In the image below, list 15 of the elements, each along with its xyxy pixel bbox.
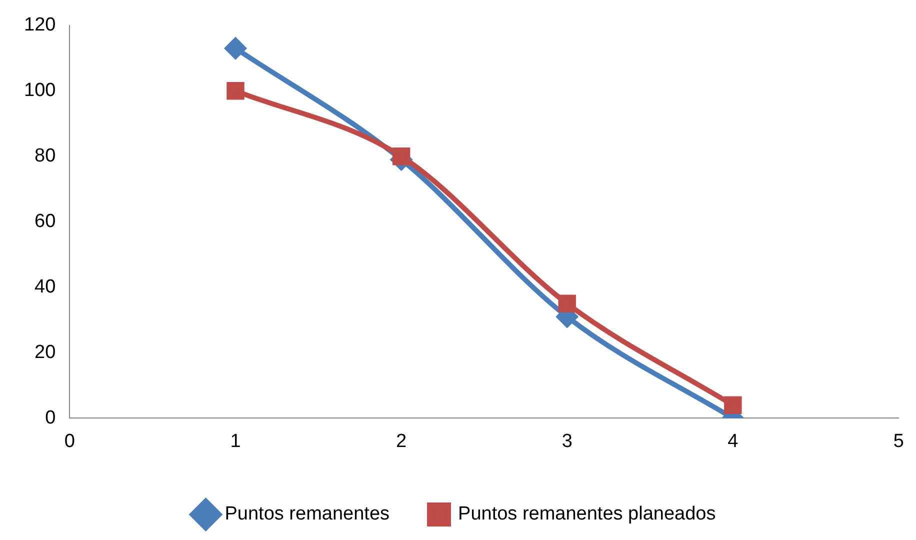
y-tick-label: 120 bbox=[24, 14, 56, 36]
y-tick-label: 80 bbox=[34, 146, 56, 167]
y-tick-label: 0 bbox=[45, 407, 56, 428]
y-tick-label: 100 bbox=[24, 80, 56, 102]
x-tick-label: 1 bbox=[230, 430, 241, 452]
x-tick-label: 4 bbox=[728, 430, 739, 452]
y-tick-label: 40 bbox=[34, 276, 56, 298]
y-tick-label: 60 bbox=[34, 211, 56, 232]
x-tick-label: 2 bbox=[396, 430, 407, 452]
legend-label: Puntos remanentes planeados bbox=[458, 504, 716, 525]
legend-label: Puntos remanentes bbox=[224, 504, 390, 525]
y-tick-label: 20 bbox=[34, 342, 56, 363]
x-tick-label: 0 bbox=[64, 430, 75, 452]
x-tick-label: 3 bbox=[562, 430, 572, 452]
x-tick-label: 5 bbox=[893, 430, 904, 452]
